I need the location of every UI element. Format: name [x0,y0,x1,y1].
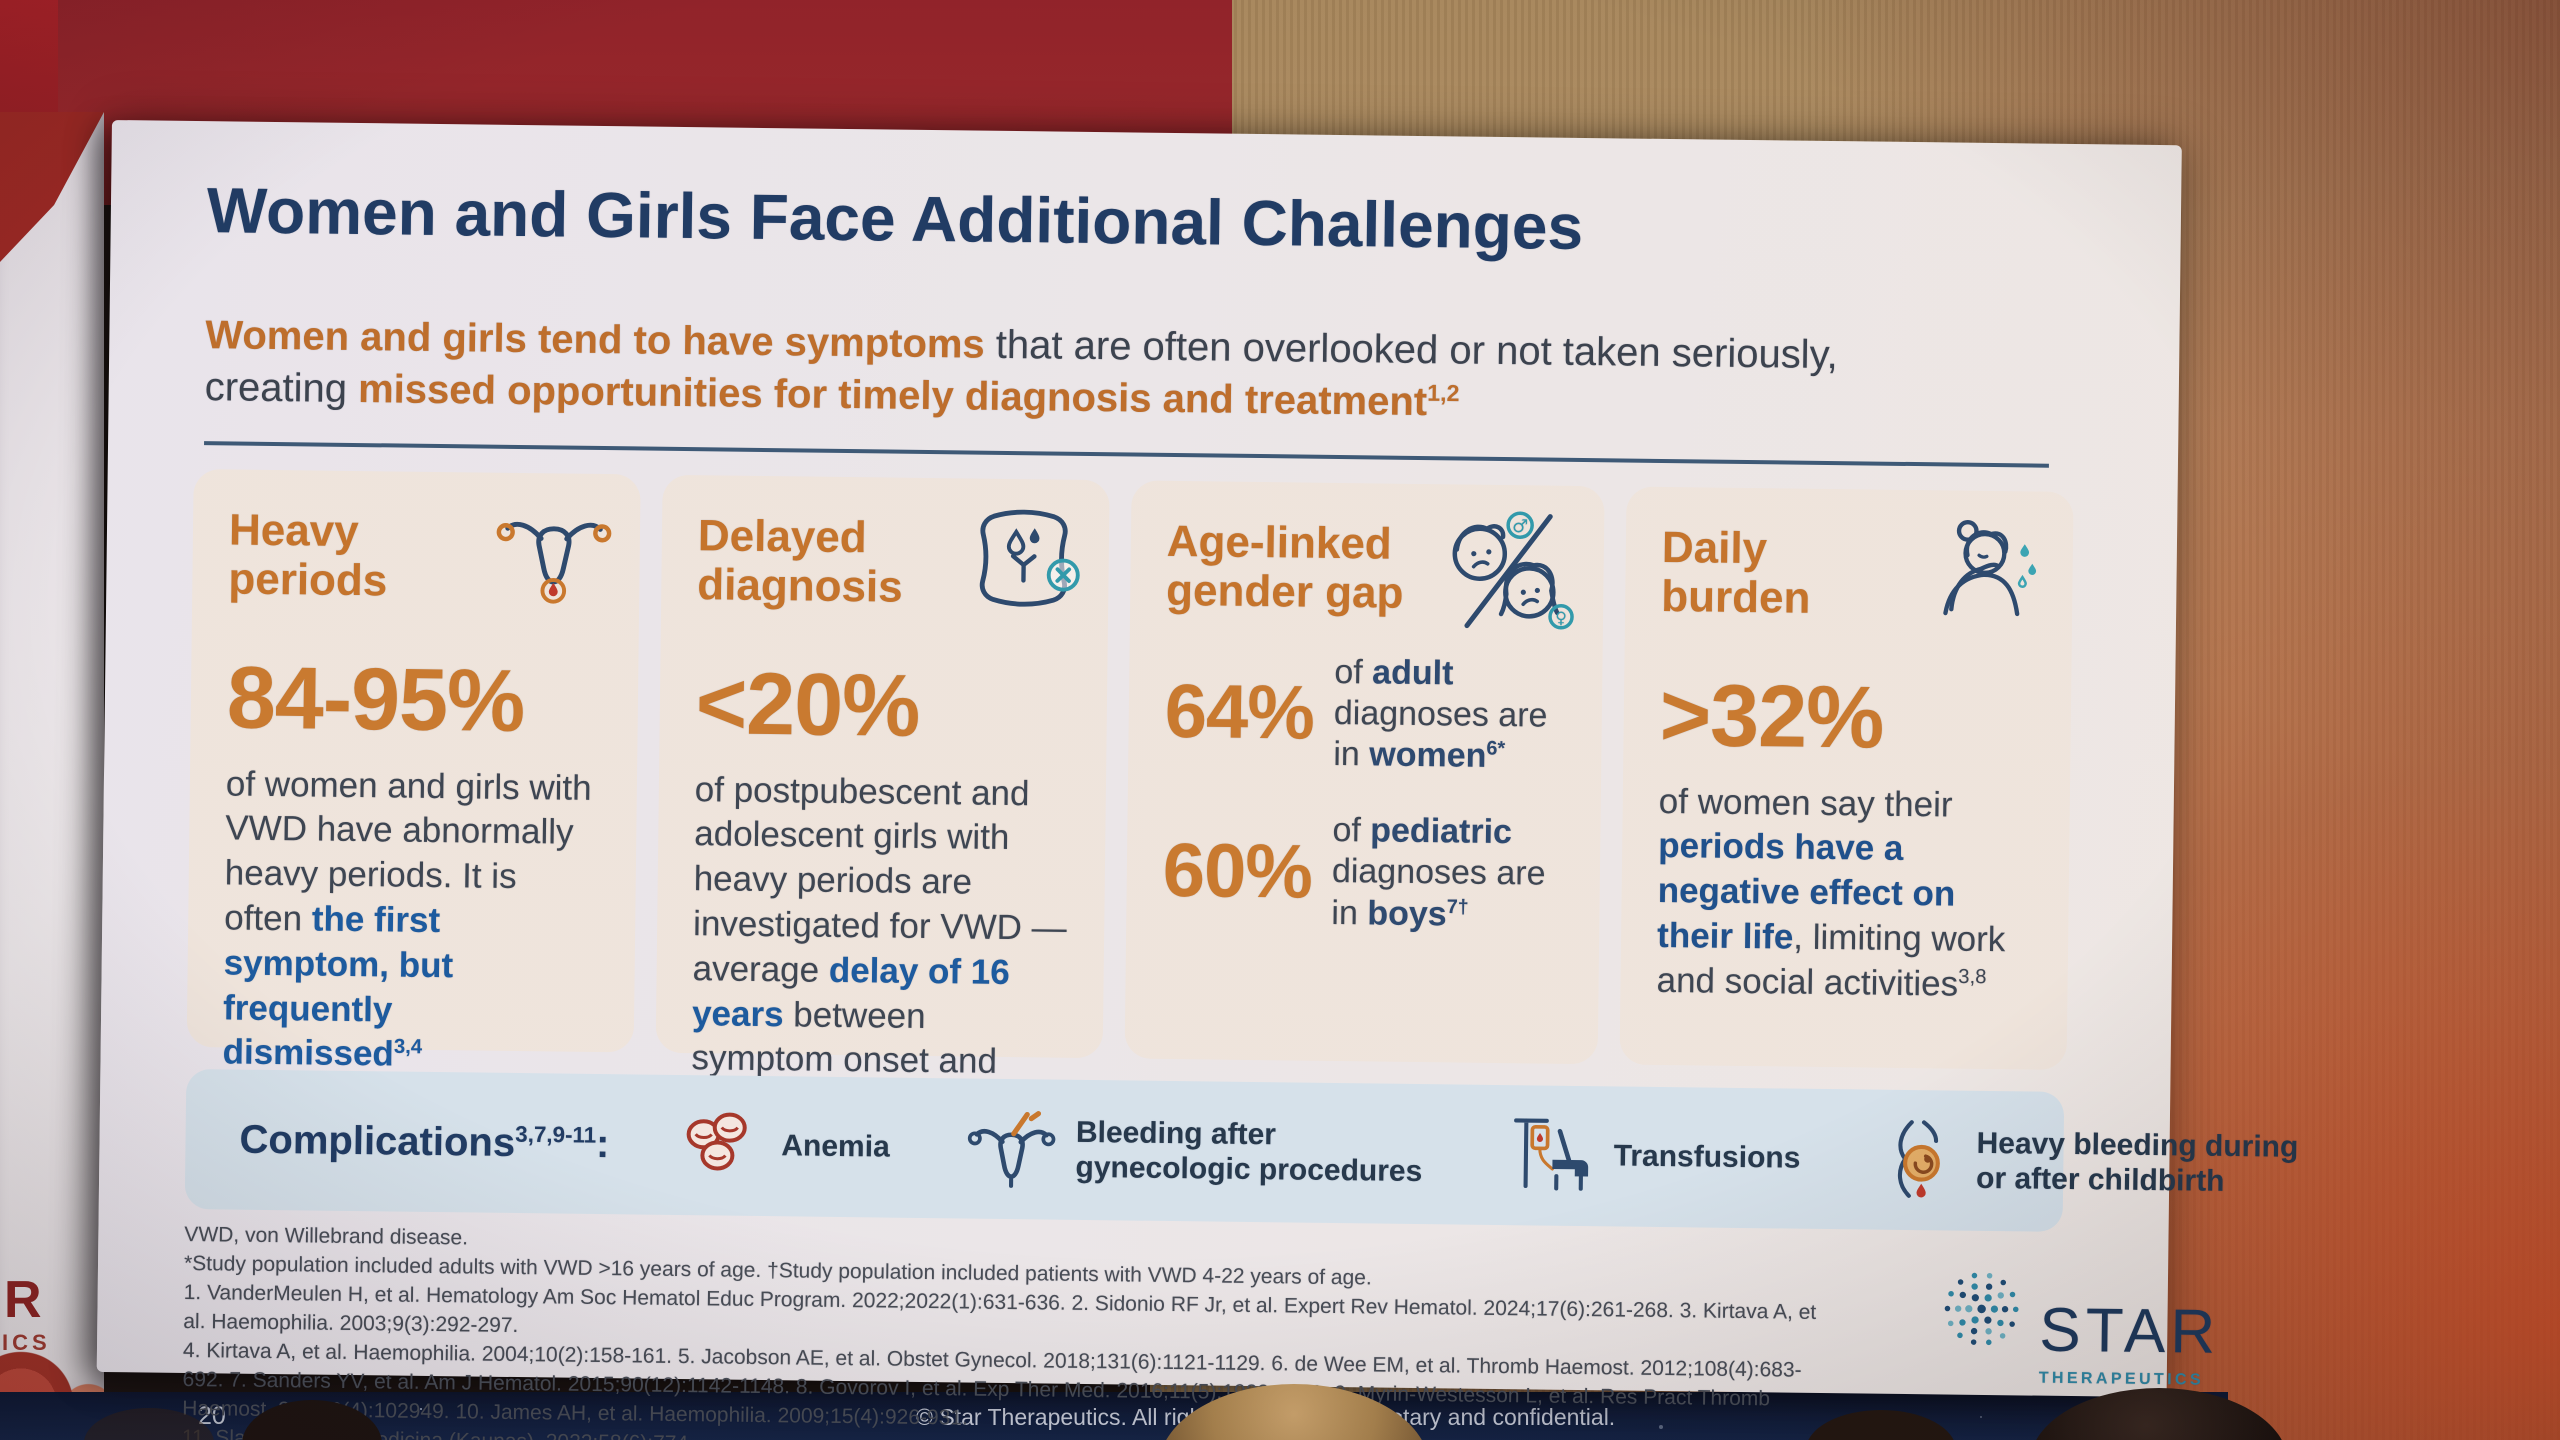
card-heavy-periods: Heavy periods 84-95% of women and girls … [186,469,641,1074]
subtitle-text-2: creating [204,365,359,412]
complication-label: Heavy bleeding during or after childbirt… [1975,1126,2299,1198]
footnotes-block: VWD, von Willebrand disease. *Study popu… [182,1221,1835,1440]
section-divider-line [204,441,2049,468]
red-blood-cells-icon [686,1112,747,1171]
crying-woman-icon [1943,520,2037,617]
childbirth-icon [1897,1120,1940,1198]
presentation-slide: Women and Girls Face Additional Challeng… [96,120,2299,1440]
adjacent-screen-red-shape [0,112,104,262]
complication-childbirth-bleeding: Heavy bleeding during or after childbirt… [1876,1114,2307,1211]
text-segment: 3,4 [393,1036,423,1059]
stat-value: 84-95% [226,646,525,750]
complications-references-sup: 3,7,9-11 [515,1121,597,1148]
card-title: Daily burden [1661,522,1811,624]
stat-caption: of adult diagnoses are in women6* [1333,652,1567,779]
logo-wordmark: STAR [2038,1295,2221,1367]
adjacent-screen: R ICS [0,112,104,1392]
text-segment: boys [1367,894,1447,934]
complication-transfusions: Transfusions [1503,1113,1801,1201]
sparkle-dots [420,1408,422,1410]
svg-text:♀: ♀ [1555,608,1567,627]
stat-value: >32% [1659,664,1885,767]
complication-gyn-bleeding: Bleeding after gynecologic procedures [965,1107,1428,1197]
iv-transfusion-icon [1514,1118,1589,1191]
pad-icon [979,509,1080,607]
logo-text: STAR THERAPEUTICS [2039,1262,2221,1390]
vertical-divider [1837,1113,1839,1206]
complications-bar: Complications3,7,9-11: Anemia [184,1068,2299,1232]
vertical-divider [927,1102,929,1195]
card-body-text: of women say their periods have a negati… [1656,779,2034,1008]
stat-row-adult: 64% of adult diagnoses are in women6* [1164,649,1567,778]
slide-subtitle: Women and girls tend to have symptoms th… [204,309,1965,434]
complication-label: Transfusions [1613,1139,1801,1176]
card-age-linked-gender-gap: Age-linked gender gap ♂ ♀ [1124,480,1605,1065]
card-daily-burden: Daily burden >32% of women say their per… [1619,486,2074,1070]
svg-text:♂: ♂ [1512,516,1528,537]
complication-label: Bleeding after gynecologic procedures [1075,1115,1423,1189]
stat-cards-row: Heavy periods 84-95% of women and girls … [186,469,2074,1124]
text-segment: of [1334,652,1373,691]
text-segment: 3,8 [1958,965,1987,989]
adjacent-screen-graphic [0,1330,104,1392]
logo-subtitle: THERAPEUTICS [2038,1369,2205,1389]
stat-value: <20% [695,652,921,755]
text-segment: of women say their [1658,781,1953,825]
subtitle-highlight-1: Women and girls tend to have symptoms [205,313,985,367]
stat-value: 60% [1162,827,1313,915]
subtitle-highlight-2: missed opportunities for timely diagnosi… [357,367,1428,425]
uterus-procedure-icon [968,1111,1056,1188]
text-segment: of [1332,810,1371,850]
complication-label: Anemia [781,1129,890,1164]
card-delayed-diagnosis: Delayed diagnosis <20% of postpubescent … [655,474,1110,1124]
card-title: Heavy periods [228,505,388,606]
text-segment: 6* [1486,737,1506,761]
card-body-text: of women and girls with VWD have abnorma… [222,762,601,1080]
text-segment: adult [1371,652,1454,692]
adjacent-screen-logo-fragment: R [4,1271,42,1329]
gender-gap-icon: ♂ ♀ [1452,511,1574,630]
uterus-icon [496,521,612,604]
star-therapeutics-logo: STAR THERAPEUTICS [1933,1260,2221,1389]
complications-label: Complications3,7,9-11: [239,1117,610,1166]
logo-dot-sphere-icon [1944,1272,2019,1346]
text-segment: women [1369,735,1487,776]
subtitle-reference-sup: 1,2 [1427,379,1460,407]
text-segment: 7† [1446,895,1469,919]
text-segment: pediatric [1370,811,1513,852]
stat-caption: of pediatric diagnoses are in boys7† [1331,810,1565,937]
subtitle-text-1: that are often overlooked or not taken s… [984,322,1839,378]
stat-value: 64% [1164,669,1315,756]
stat-row-pediatric: 60% of pediatric diagnoses are in boys7† [1162,808,1565,937]
card-title: Age-linked gender gap [1165,516,1404,619]
vertical-divider [1465,1108,1467,1201]
card-title: Delayed diagnosis [697,511,903,612]
complication-anemia: Anemia [673,1110,890,1183]
slide-title: Women and Girls Face Additional Challeng… [206,174,1584,263]
